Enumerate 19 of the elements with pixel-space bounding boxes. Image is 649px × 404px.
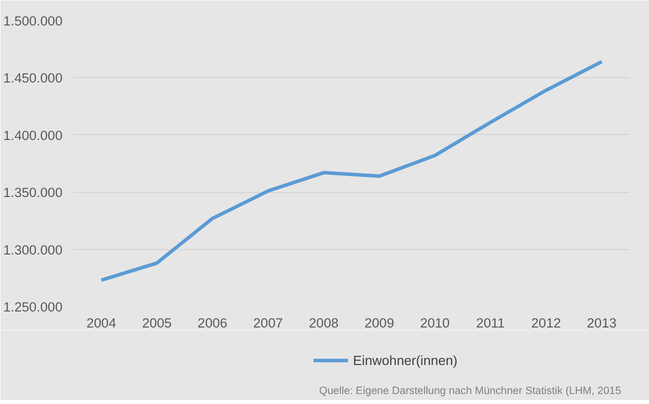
x-tick-label: 2004 — [86, 316, 117, 330]
x-tick-label: 2007 — [253, 316, 283, 330]
line-series — [100, 60, 604, 282]
x-tick-label: 2009 — [364, 316, 394, 330]
x-tick-label: 2012 — [531, 316, 561, 330]
y-tick-label: 1.300.000 — [3, 242, 63, 258]
x-tick-label: 2005 — [142, 316, 172, 330]
y-tick-label: 1.450.000 — [3, 70, 63, 86]
x-tick-label: 2006 — [198, 316, 228, 330]
x-tick-label: 2011 — [476, 316, 505, 330]
y-tick-label: 1.500.000 — [3, 14, 63, 28]
legend-label: Einwohner(innen) — [353, 352, 458, 368]
x-tick-label: 2008 — [308, 316, 339, 330]
y-tick-label: 1.350.000 — [3, 185, 63, 200]
y-tick-label: 1.250.000 — [3, 300, 63, 314]
x-tick-label: 2010 — [420, 316, 450, 330]
y-tick-label: 1.400.000 — [3, 128, 63, 143]
x-tick-label: 2013 — [586, 316, 617, 330]
source-note: Quelle: Eigene Darstellung nach Münchner Statistik (LHM, 2015 — [319, 385, 622, 397]
